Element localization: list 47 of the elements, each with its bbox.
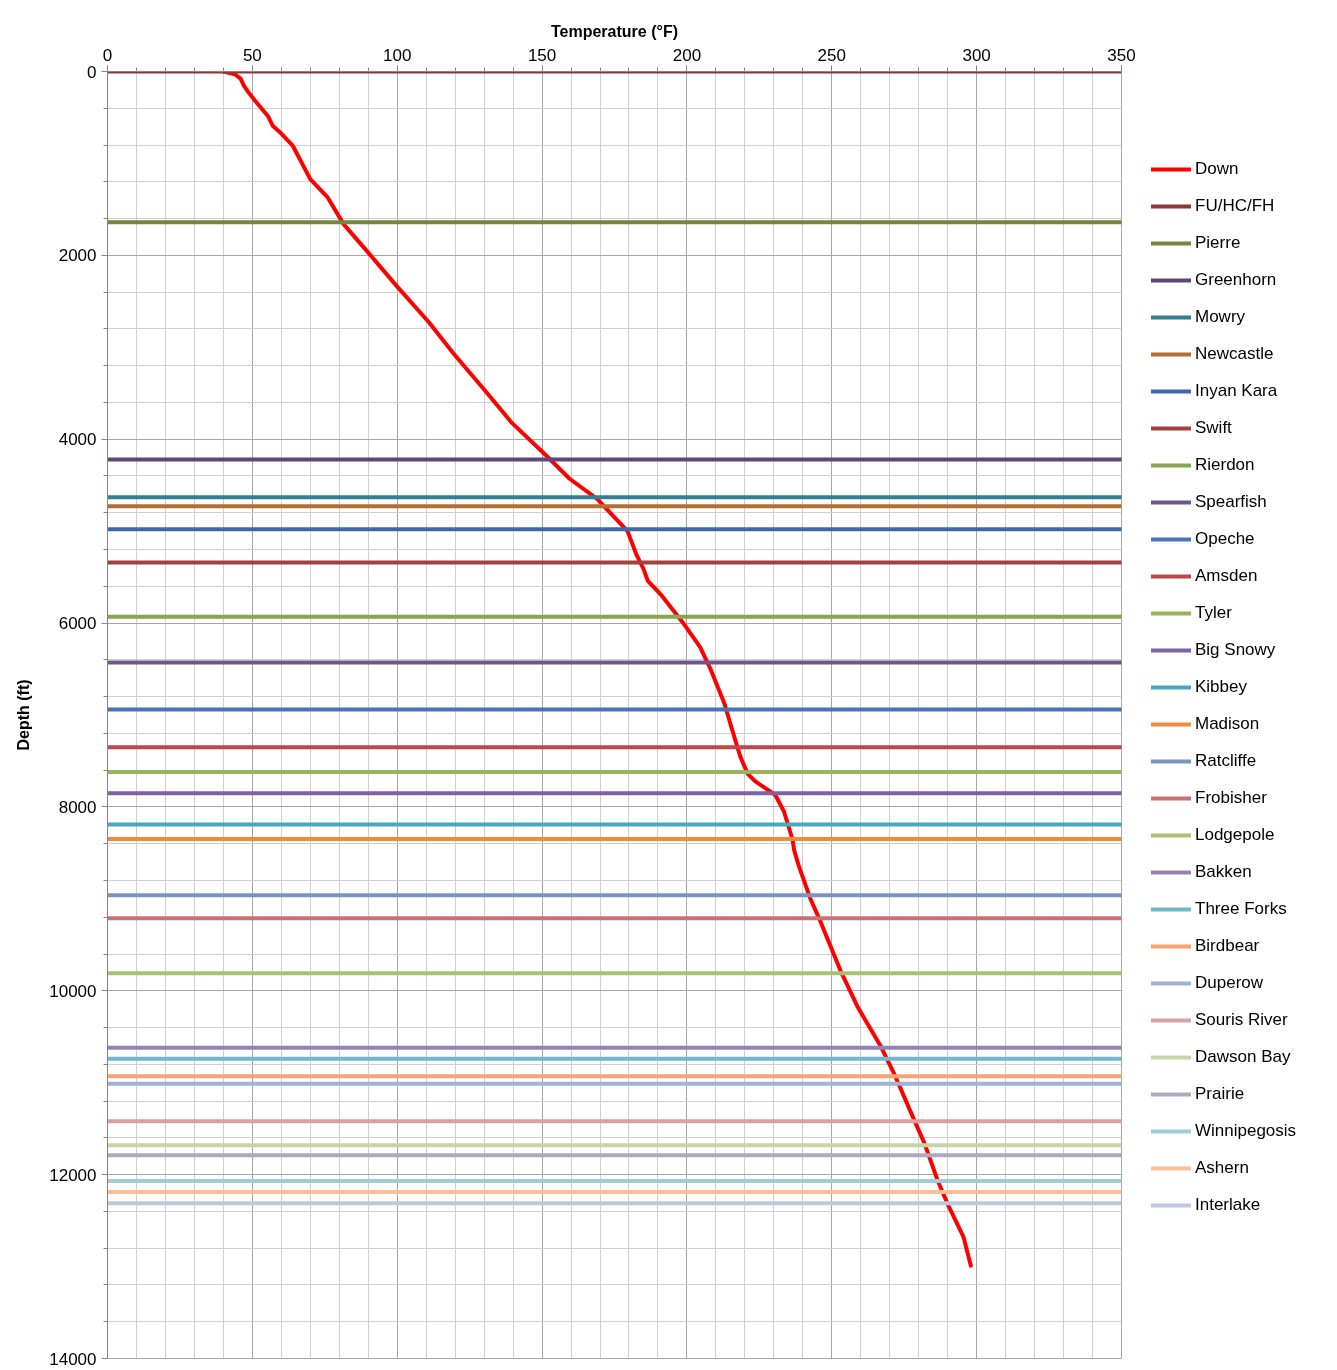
legend-label: Winnipegosis [1195,1121,1298,1141]
legend-label: Bakken [1195,862,1253,882]
legend-label: FU/HC/FH [1195,196,1276,216]
x-tick-label: 100 [383,45,412,65]
legend-label: Amsden [1195,566,1259,586]
x-tick-label: 300 [962,45,991,65]
legend-label: Greenhorn [1195,270,1278,290]
x-tick-label: 350 [1107,45,1136,65]
legend-label: Spearfish [1195,492,1268,512]
legend-label: Rierdon [1195,455,1256,475]
y-tick-label: 6000 [58,614,97,634]
legend-label: Birdbear [1195,936,1261,956]
y-tick-label: 12000 [49,1165,97,1185]
y-tick-label: 14000 [49,1349,97,1369]
y-tick-label: 4000 [58,430,97,450]
legend-label: Prairie [1195,1084,1246,1104]
legend-label: Pierre [1195,233,1242,253]
legend-label: Mowry [1195,307,1247,327]
y-tick-label: 0 [87,62,97,82]
y-axis-title: Depth (ft) [15,679,33,751]
legend-label: Inyan Kara [1195,381,1279,401]
legend-label: Ratcliffe [1195,751,1258,771]
legend-label: Interlake [1195,1195,1262,1215]
legend-label: Ashern [1195,1158,1250,1178]
legend-label: Newcastle [1195,344,1275,364]
legend-label: Swift [1195,418,1233,438]
legend-label: Opeche [1195,529,1256,549]
legend-label: Souris River [1195,1010,1289,1030]
legend-label: Down [1195,159,1240,179]
legend-label: Big Snowy [1195,640,1277,660]
x-tick-label: 250 [817,45,846,65]
legend-label: Madison [1195,714,1261,734]
legend-label: Kibbey [1195,677,1248,697]
legend-label: Tyler [1195,603,1233,623]
x-axis-title: Temperature (°F) [551,22,679,40]
y-tick-label: 8000 [58,797,97,817]
legend-label: Frobisher [1195,788,1268,808]
y-tick-label: 2000 [58,246,97,266]
legend-label: Dawson Bay [1195,1047,1292,1067]
x-tick-label: 200 [672,45,702,65]
legend-label: Lodgepole [1195,825,1276,845]
legend-label: Duperow [1195,973,1265,993]
legend-label: Three Forks [1195,899,1288,919]
x-tick-label: 150 [527,45,557,65]
y-tick-label: 10000 [49,981,97,1001]
x-tick-label: 0 [102,45,113,65]
x-tick-label: 50 [242,45,262,65]
